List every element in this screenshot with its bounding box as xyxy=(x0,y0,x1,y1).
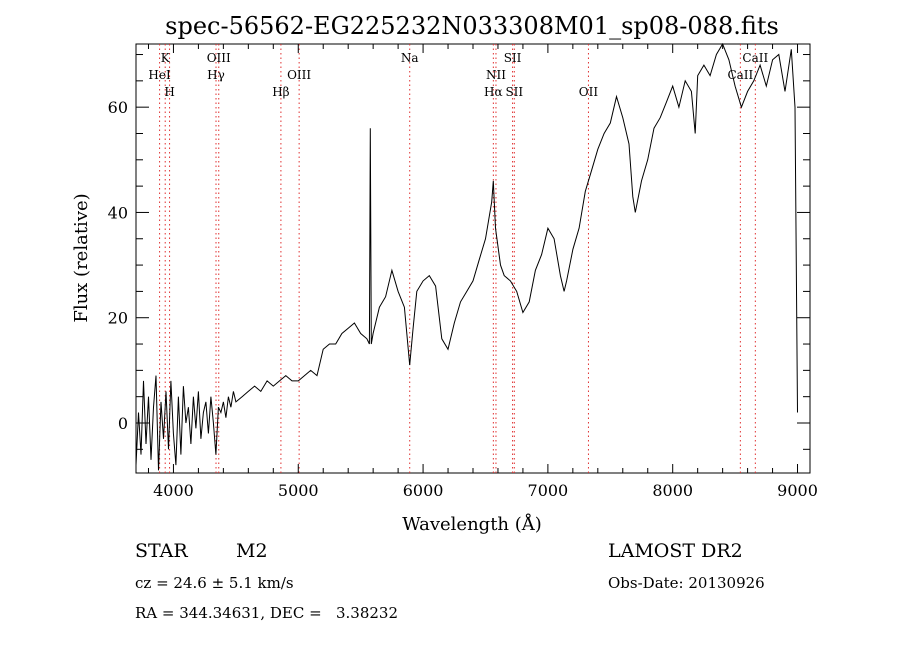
obs-date: Obs-Date: 20130926 xyxy=(608,574,765,592)
line-label: CaII xyxy=(727,68,753,82)
x-tick-label: 9000 xyxy=(777,481,818,500)
line-label: H xyxy=(164,85,174,99)
spectrum-line xyxy=(135,42,798,471)
x-axis-ticks: 4000 5000 6000 7000 8000 9000 xyxy=(147,44,818,500)
line-label: Hγ xyxy=(207,68,225,82)
y-tick-label: 20 xyxy=(108,309,128,328)
line-label: SII xyxy=(504,51,522,65)
x-tick-label: 6000 xyxy=(403,481,444,500)
y-axis-label: Flux (relative) xyxy=(71,193,92,322)
line-markers xyxy=(159,44,756,473)
velocity-readout: cz = 24.6 ± 5.1 km/s xyxy=(135,574,294,592)
line-label: NII xyxy=(486,68,506,82)
object-class: STAR xyxy=(135,540,188,562)
x-tick-label: 5000 xyxy=(278,481,319,500)
plot-frame xyxy=(135,43,811,474)
y-axis-ticks: 0 20 40 60 xyxy=(108,54,810,450)
y-tick-label: 40 xyxy=(108,203,128,222)
y-tick-label: 60 xyxy=(108,98,128,117)
line-label: OII xyxy=(579,85,599,99)
x-tick-label: 8000 xyxy=(652,481,693,500)
line-label: Na xyxy=(401,51,419,65)
line-label: SII xyxy=(505,85,523,99)
x-axis-label: Wavelength (Å) xyxy=(402,513,542,535)
coordinates: RA = 344.34631, DEC = 3.38232 xyxy=(135,604,399,622)
line-label: OIII xyxy=(207,51,231,65)
line-label: Hα xyxy=(484,85,503,99)
line-label: K xyxy=(161,51,171,65)
object-subclass: M2 xyxy=(236,540,268,562)
chart-title: spec-56562-EG225232N033308M01_sp08-088.f… xyxy=(165,12,779,40)
x-tick-label: 4000 xyxy=(153,481,194,500)
line-label: CaII xyxy=(742,51,768,65)
line-label: OIII xyxy=(287,68,311,82)
x-tick-label: 7000 xyxy=(528,481,569,500)
line-label: Hβ xyxy=(272,85,289,99)
y-tick-label: 0 xyxy=(118,414,128,433)
line-label: HeI xyxy=(148,68,171,82)
survey-name: LAMOST DR2 xyxy=(608,540,743,562)
